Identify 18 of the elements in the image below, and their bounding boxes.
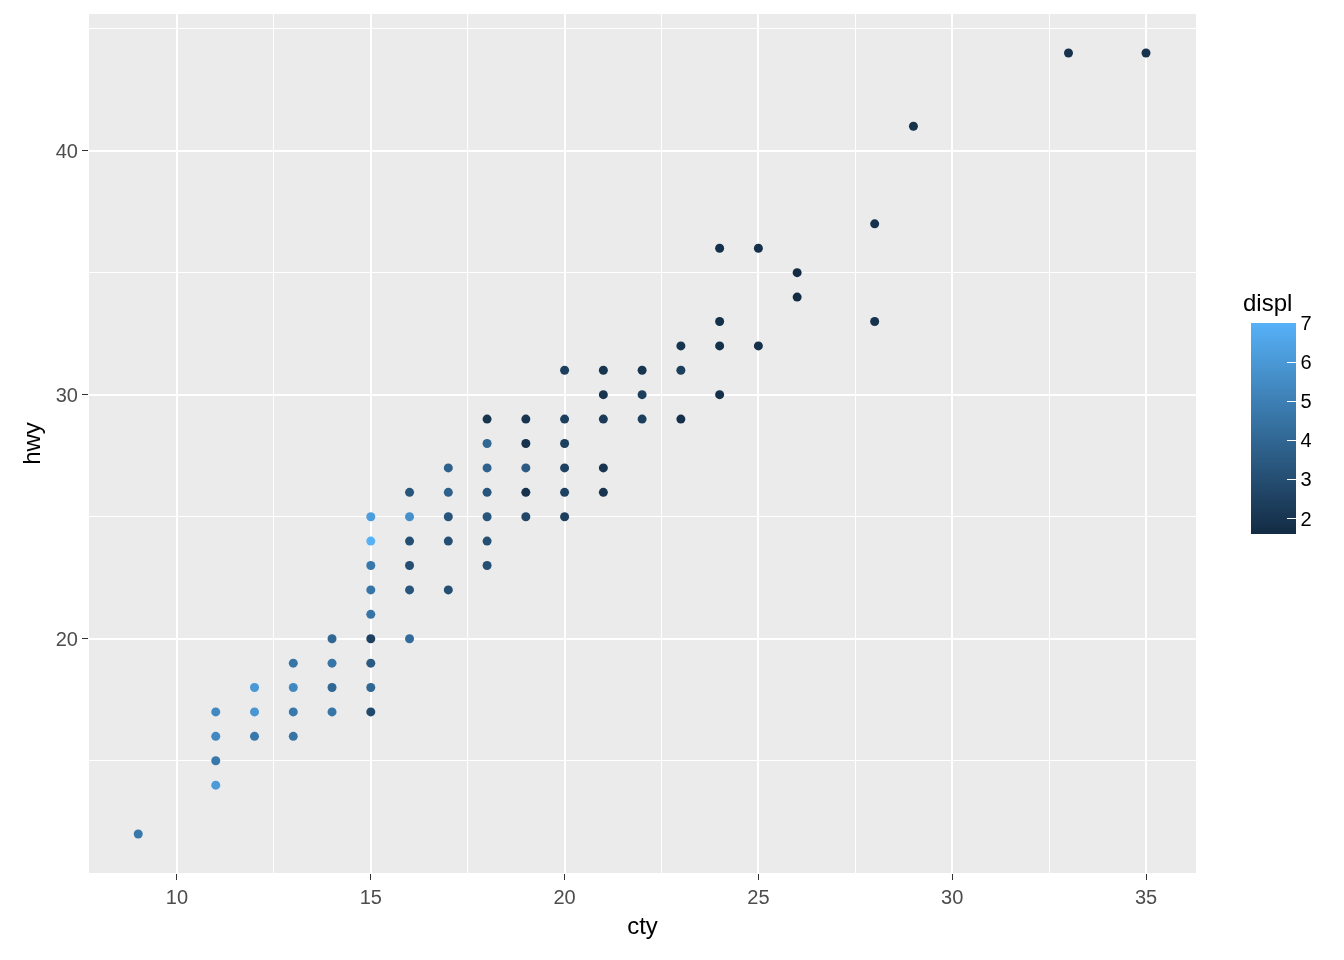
x-tick-label: 35 bbox=[1134, 886, 1158, 908]
color-bar-title: displ bbox=[1243, 289, 1293, 316]
x-tick-label: 15 bbox=[359, 886, 382, 908]
x-tick-label: 30 bbox=[941, 886, 964, 908]
color-bar-label: 6 bbox=[1300, 351, 1312, 374]
y-tick-label: 20 bbox=[55, 627, 78, 650]
x-tick-label: 25 bbox=[747, 886, 770, 908]
x-tick-label: 10 bbox=[165, 886, 189, 908]
color-bar-label: 7 bbox=[1300, 312, 1312, 335]
x-tick-label: 20 bbox=[553, 886, 576, 908]
color-bar-label: 3 bbox=[1300, 468, 1312, 491]
color-bar-label: 4 bbox=[1300, 429, 1312, 452]
color-bar-label: 5 bbox=[1300, 390, 1312, 413]
y-tick-label: 40 bbox=[55, 139, 78, 162]
y-tick-label: 30 bbox=[55, 383, 78, 406]
color-bar-label: 2 bbox=[1300, 507, 1312, 530]
y-axis-title: hwy bbox=[17, 422, 45, 465]
x-axis-title: cty bbox=[627, 912, 658, 940]
